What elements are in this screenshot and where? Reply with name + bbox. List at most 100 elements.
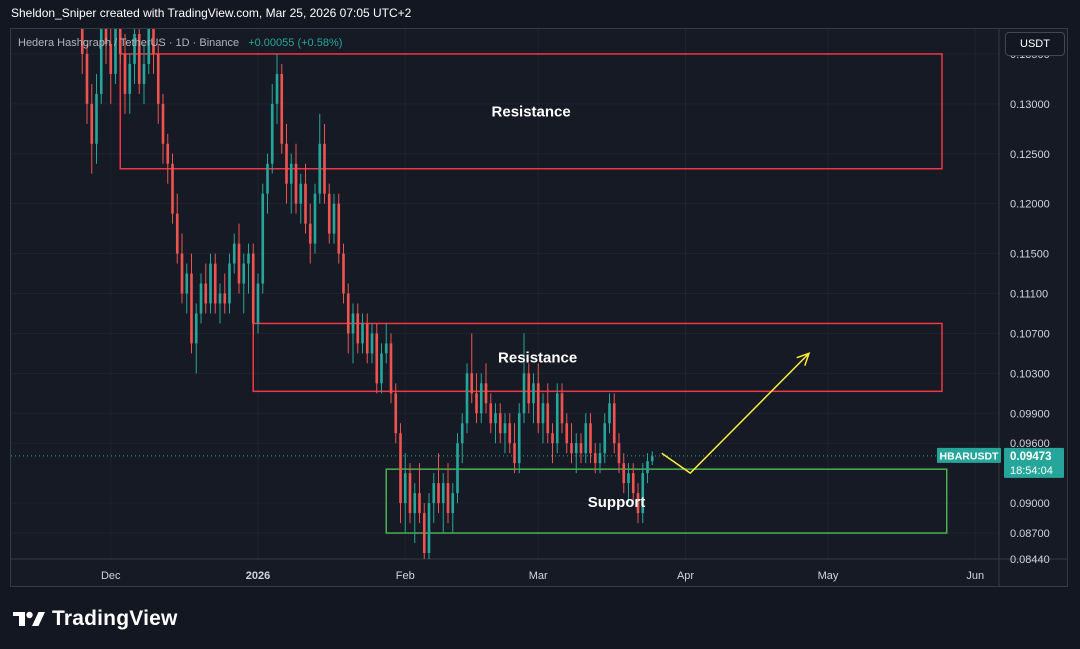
candle — [641, 463, 645, 524]
candle — [190, 253, 193, 354]
candle — [280, 63, 284, 154]
candle-body — [251, 253, 255, 324]
candle — [99, 29, 103, 104]
candle-body — [213, 263, 217, 304]
candle-body — [280, 73, 284, 144]
candle-body — [199, 283, 203, 314]
candle-body — [399, 433, 402, 504]
candle — [437, 453, 440, 514]
candle-body — [532, 383, 535, 404]
resistance-label: Resistance — [492, 103, 571, 120]
time-tick-label: Mar — [529, 570, 548, 582]
candle-body — [513, 443, 516, 464]
candle — [441, 473, 445, 534]
time-tick-label: May — [818, 570, 839, 582]
price-tick-label: 0.12500 — [1010, 149, 1050, 161]
zones — [119, 53, 948, 534]
candle — [270, 83, 274, 174]
price-tick-label: 0.08700 — [1010, 528, 1050, 540]
candle — [551, 423, 554, 464]
candle — [403, 453, 407, 534]
candle — [147, 29, 151, 74]
candle-body — [118, 29, 122, 54]
candle-body — [650, 456, 654, 462]
candle-body — [90, 103, 94, 144]
candle-body — [190, 273, 193, 344]
candle-body — [327, 193, 331, 234]
candle-body — [123, 53, 127, 94]
candle-body — [641, 473, 645, 514]
candle — [142, 43, 146, 104]
candle — [318, 113, 322, 204]
candle-body — [608, 403, 611, 424]
time-tick-label: Apr — [677, 570, 694, 582]
candle — [399, 423, 402, 524]
candle — [456, 433, 459, 504]
candle-body — [380, 353, 383, 384]
candle — [413, 483, 417, 544]
candle-body — [152, 29, 155, 54]
candle — [294, 143, 298, 214]
candle-body — [622, 463, 626, 484]
tradingview-logo-icon — [13, 611, 45, 626]
candle-body — [441, 483, 445, 504]
candle-body — [261, 193, 265, 284]
candle — [185, 263, 189, 314]
candle-body — [603, 423, 607, 454]
ticker-tag-text: HBARUSDT — [940, 450, 1000, 462]
candle — [503, 413, 507, 454]
time-tick-label: Dec — [101, 570, 121, 582]
candle — [565, 413, 569, 454]
candle-body — [161, 103, 165, 144]
candle-body — [536, 383, 540, 424]
tradingview-logo[interactable]: TradingView — [12, 607, 178, 631]
candle — [380, 343, 383, 394]
currency-button[interactable]: USDT — [1005, 32, 1065, 56]
candle — [128, 53, 132, 114]
candle — [446, 463, 450, 524]
candle — [646, 453, 649, 484]
candle-body — [80, 29, 84, 54]
candle-body — [617, 443, 621, 464]
candle-body — [337, 203, 341, 254]
candle-body — [636, 493, 640, 514]
candle-body — [631, 473, 635, 494]
candle — [517, 403, 521, 474]
candle — [475, 373, 478, 424]
support-label: Support — [588, 494, 646, 511]
candle — [118, 29, 122, 64]
candle — [342, 243, 345, 304]
candle-body — [451, 493, 455, 514]
candle — [304, 163, 307, 234]
candle — [579, 433, 583, 464]
candle — [228, 253, 231, 314]
candle — [589, 413, 592, 464]
candle-body — [356, 313, 360, 344]
candle-body — [137, 33, 141, 84]
time-tick-label: 2026 — [246, 570, 270, 582]
candle-body — [156, 53, 160, 104]
candle — [109, 29, 113, 104]
price-tick-label: 0.11500 — [1010, 249, 1049, 261]
candle-body — [365, 323, 369, 354]
candle — [223, 273, 227, 314]
tradingview-wordmark: TradingView — [52, 607, 178, 630]
price-tick-label: 0.09600 — [1010, 438, 1050, 450]
time-axis[interactable]: Dec 2026 Feb Mar Apr May Jun — [101, 570, 984, 582]
price-tick-label: 0.09900 — [1010, 408, 1050, 420]
candle-body — [646, 461, 649, 474]
candle — [356, 303, 360, 354]
candle-body — [180, 253, 184, 294]
candle — [527, 363, 531, 414]
candle — [308, 203, 312, 264]
price-axis[interactable]: 0.135000.130000.125000.120000.115000.111… — [1010, 49, 1050, 566]
candle-body — [408, 473, 412, 514]
candle — [408, 463, 412, 524]
candle — [266, 153, 269, 214]
candle-body — [99, 29, 103, 94]
candle — [513, 423, 516, 474]
candle — [156, 43, 160, 124]
candle-body — [194, 313, 198, 344]
candle — [90, 83, 94, 174]
